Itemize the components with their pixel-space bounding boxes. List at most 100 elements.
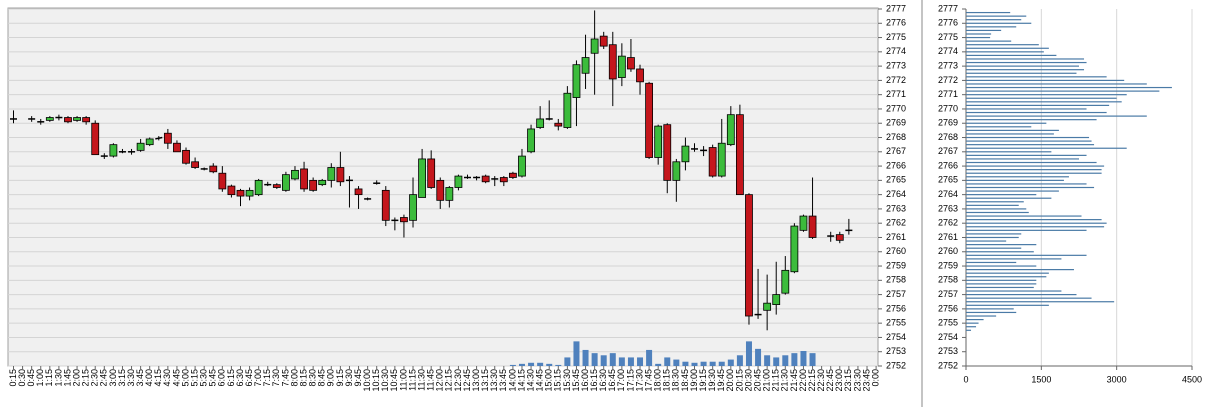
candle-body (717, 142, 726, 177)
x-tick-label: 7:15 (262, 369, 272, 387)
x-tick-label: 12:45 (462, 369, 472, 392)
candle-body (654, 125, 663, 158)
y-tick-label: 2763 (938, 203, 958, 213)
candle-body (636, 68, 644, 83)
x-tick-label: 16:30 (598, 369, 608, 392)
x-tick-label: 6:15 (226, 369, 236, 387)
profile-bar (966, 94, 1127, 96)
x-tick-label: 3000 (1107, 374, 1127, 384)
profile-bar (966, 261, 1017, 264)
profile-bar (966, 176, 1069, 178)
profile-bar (966, 315, 997, 317)
x-tick-label: 3:00 (108, 369, 118, 387)
x-tick-label: 8:30 (308, 369, 318, 387)
y-tick-label: 2762 (886, 218, 906, 228)
x-tick-label: 3:45 (135, 369, 145, 387)
profile-bar (966, 126, 1032, 128)
x-tick-label: 3:15 (117, 369, 127, 387)
x-tick-label: 4:45 (171, 369, 181, 387)
candle-body (300, 168, 308, 190)
x-tick-label: 9:15 (335, 369, 345, 387)
x-tick-label: 12:30 (453, 369, 463, 392)
profile-bar (966, 151, 1052, 153)
x-tick-label: 0:15 (8, 369, 18, 387)
candle-body (445, 187, 454, 201)
profile-bar (966, 301, 1115, 303)
y-tick-label: 2760 (886, 246, 906, 256)
x-tick-label: 9:00 (326, 369, 336, 387)
profile-bar (966, 11, 1011, 14)
profile-bar (966, 201, 1024, 203)
volume-bar (509, 364, 516, 366)
x-tick-label: 10:15 (371, 369, 381, 392)
volume-bar (518, 363, 525, 366)
x-tick-label: 9:45 (353, 369, 363, 387)
y-tick-label: 2770 (938, 103, 958, 113)
profile-bar (966, 54, 1057, 57)
candle-body (427, 158, 436, 188)
candle-body (291, 169, 299, 180)
profile-bar (966, 144, 1095, 146)
y-tick-label: 2775 (938, 32, 958, 42)
y-tick-label: 2757 (938, 289, 958, 299)
volume-bar (573, 341, 580, 366)
x-tick-label: 23:00 (834, 369, 844, 392)
y-tick-label: 2765 (886, 175, 906, 185)
x-tick-label: 13:15 (480, 369, 490, 392)
profile-bar (966, 247, 1022, 249)
x-tick-label: 14:30 (525, 369, 535, 392)
profile-bar (966, 76, 1107, 78)
y-tick-label: 2774 (886, 46, 906, 56)
y-tick-label: 2765 (938, 175, 958, 185)
profile-bar (966, 308, 1014, 310)
y-tick-label: 2769 (938, 118, 958, 128)
y-tick-label: 2772 (886, 75, 906, 85)
profile-bar (966, 136, 1090, 139)
x-tick-label: 22:45 (825, 369, 835, 392)
profile-bar (966, 172, 1102, 174)
volume-bar (528, 362, 535, 366)
y-tick-label: 2776 (886, 18, 906, 28)
x-tick-label: 4:15 (153, 369, 163, 387)
volume-bar (691, 362, 698, 366)
x-tick-label: 17:15 (625, 369, 635, 392)
profile-bar (966, 186, 1095, 189)
candle-body (409, 194, 417, 221)
y-tick-label: 2772 (938, 75, 958, 85)
profile-bar (966, 286, 1034, 289)
x-tick-label: 1:30 (53, 369, 63, 387)
volume-bar (727, 359, 734, 366)
x-tick-label: 2:30 (90, 369, 100, 387)
profile-bar (966, 236, 1019, 239)
y-tick-label: 2761 (886, 232, 906, 242)
x-tick-label: 21:15 (771, 369, 781, 392)
x-tick-label: 9:30 (344, 369, 354, 387)
x-tick-label: 3:30 (126, 369, 136, 387)
profile-bar (966, 219, 1102, 221)
volume-bar (546, 363, 553, 366)
profile-bar (966, 101, 1122, 103)
profile-bar (966, 129, 1059, 131)
profile-bar (966, 161, 1097, 164)
y-tick-label: 2753 (886, 346, 906, 356)
volume-bar (736, 355, 743, 366)
x-tick-label: 7:30 (271, 369, 281, 387)
volume-bar (564, 357, 571, 366)
profile-bar (966, 122, 1047, 124)
x-tick-label: 23:15 (843, 369, 853, 392)
volume-bar (755, 348, 762, 366)
profile-bar (966, 318, 984, 321)
candle-body (672, 161, 681, 181)
x-tick-label: 18:15 (662, 369, 672, 392)
profile-bar (966, 111, 1107, 114)
y-tick-label: 2771 (938, 89, 958, 99)
x-tick-label: 18:00 (653, 369, 663, 392)
profile-bar (966, 276, 1047, 278)
y-tick-label: 2769 (886, 118, 906, 128)
y-tick-label: 2766 (886, 160, 906, 170)
x-tick-label: 21:45 (789, 369, 799, 392)
profile-bar (966, 79, 1125, 81)
candle-body (109, 144, 118, 157)
profile-bar (966, 169, 1102, 171)
